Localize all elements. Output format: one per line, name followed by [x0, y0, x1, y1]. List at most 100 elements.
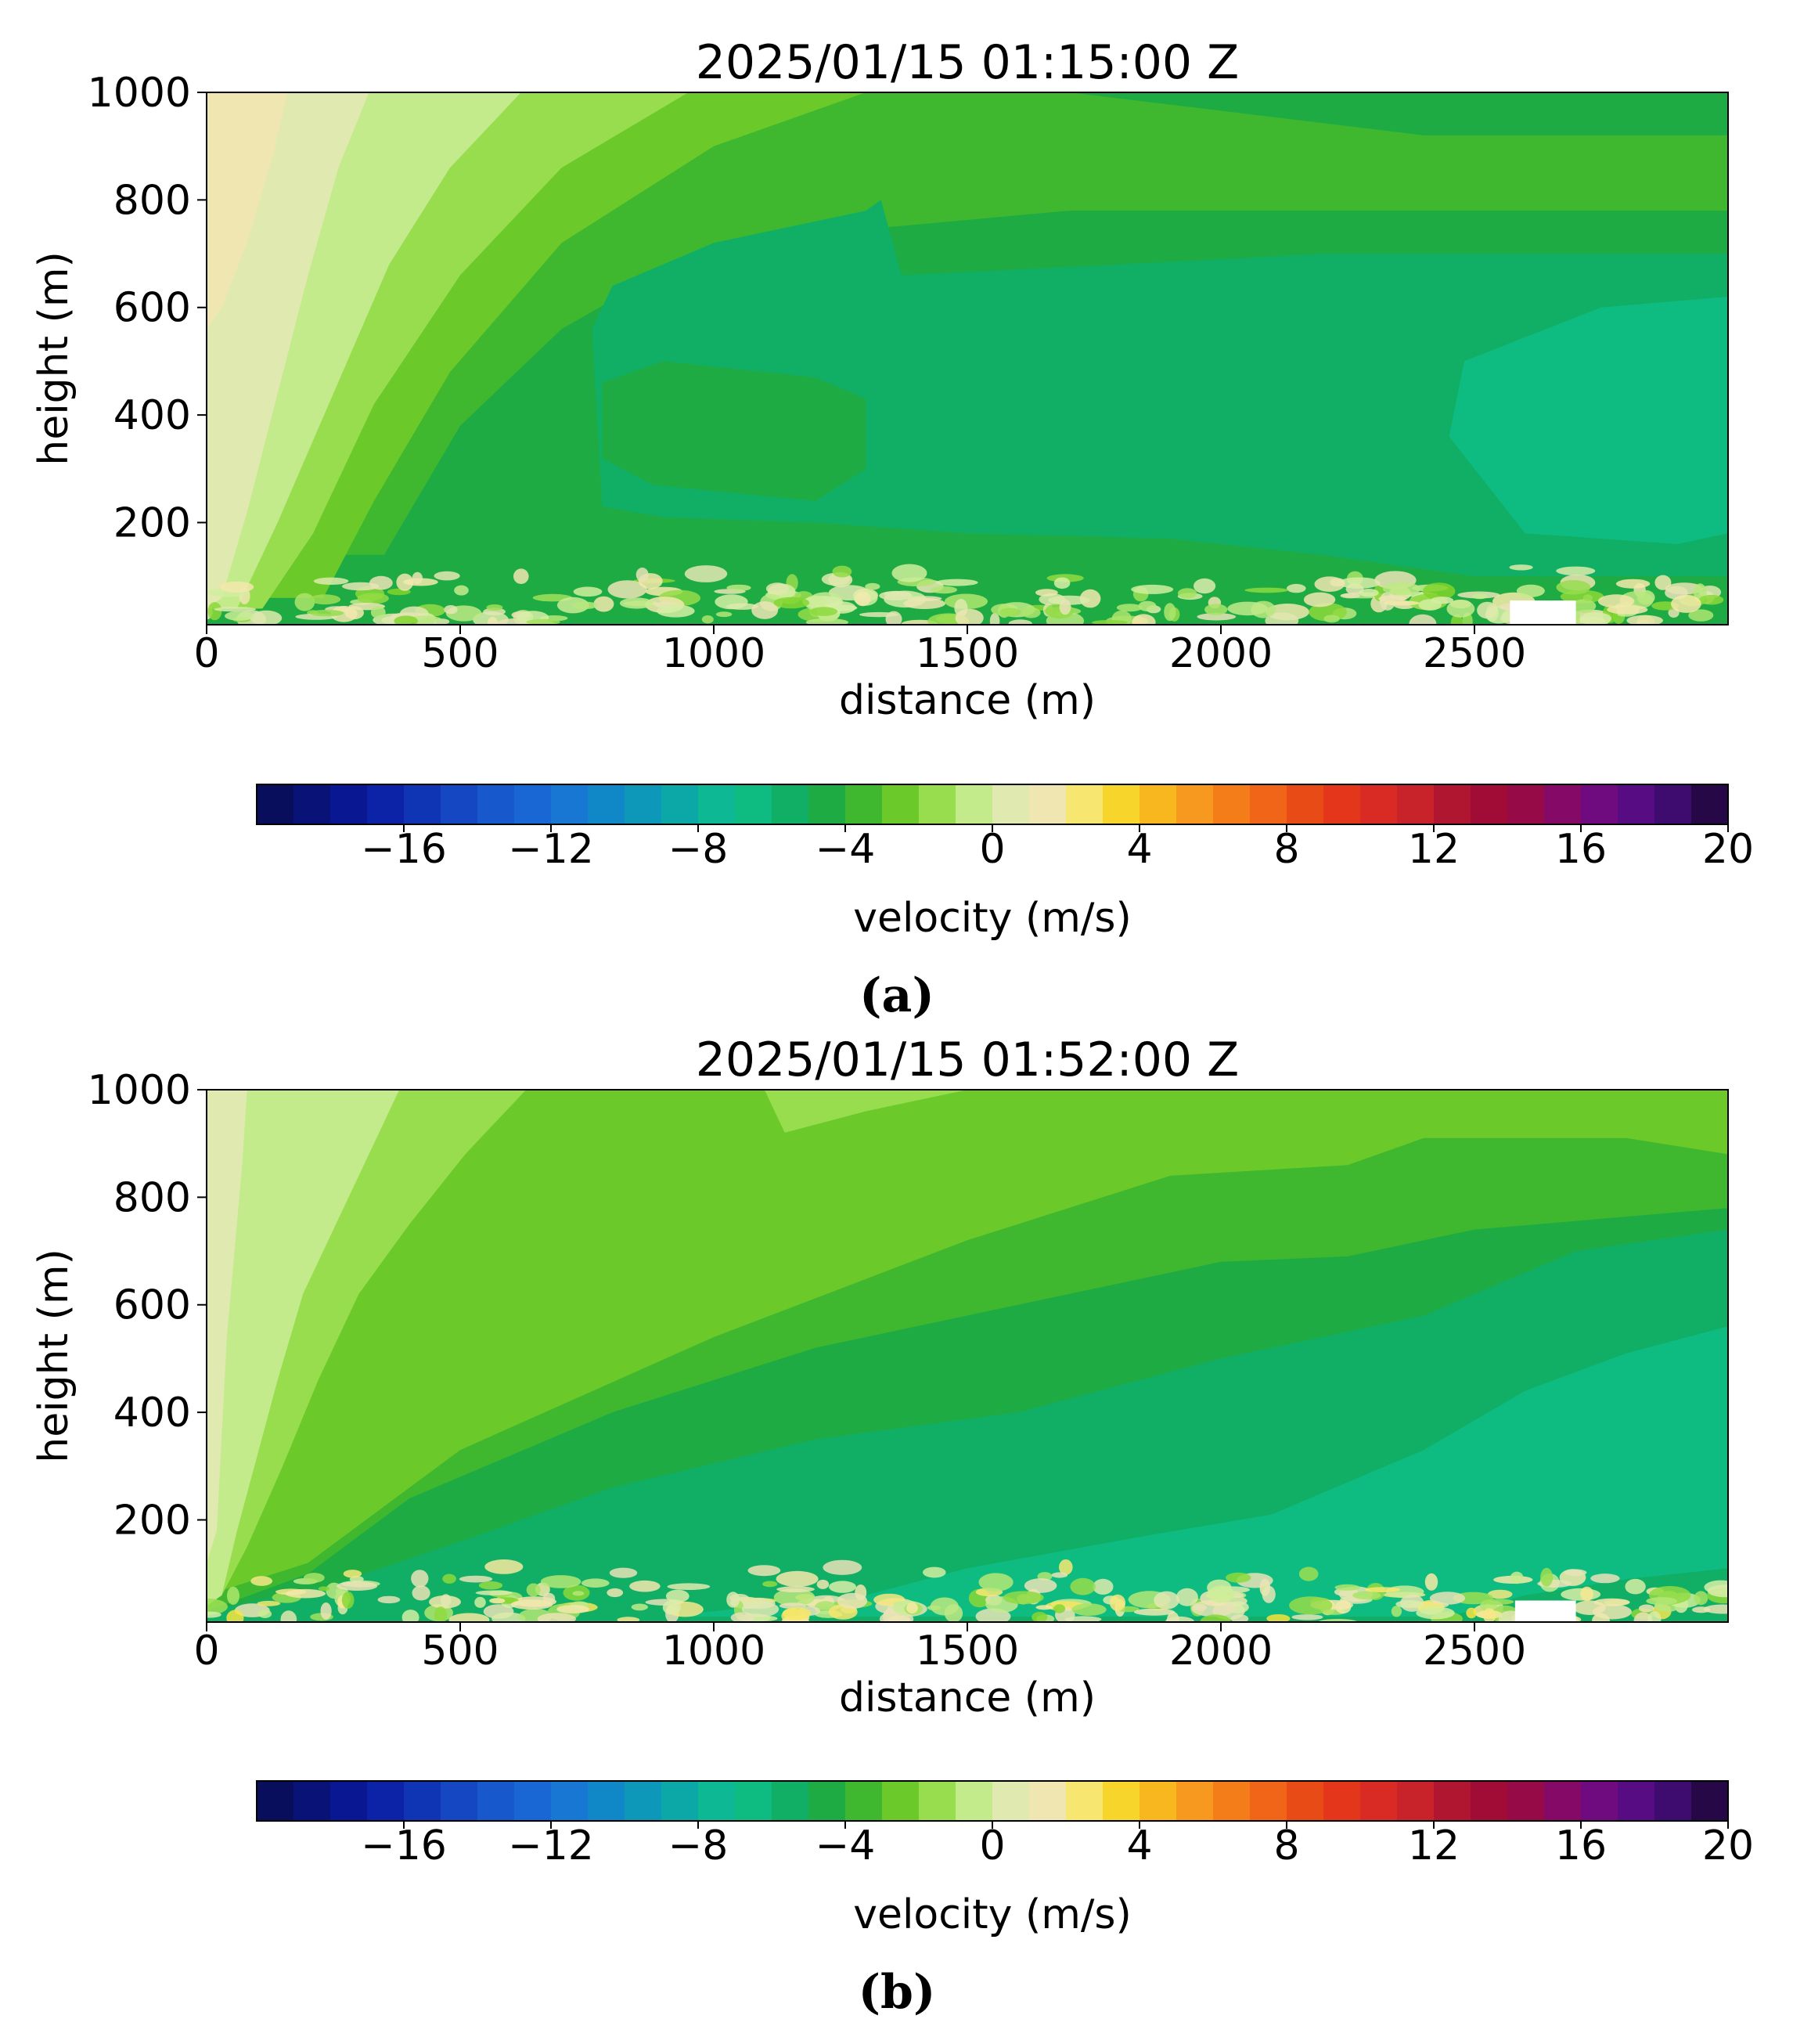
near-ground-patch	[1032, 1612, 1048, 1622]
near-ground-patch	[1647, 1611, 1662, 1622]
near-ground-patch	[489, 1598, 506, 1604]
x-axis-label: distance (m)	[839, 677, 1096, 724]
near-ground-patch	[571, 601, 598, 610]
near-ground-patch	[1053, 577, 1071, 589]
near-ground-patch	[1164, 603, 1176, 622]
colorbar-segment	[808, 784, 846, 824]
colorbar-segment	[257, 784, 294, 824]
near-ground-patch	[214, 607, 257, 612]
near-ground-patch	[1262, 1585, 1276, 1603]
near-ground-patch	[1579, 612, 1612, 625]
near-ground-patch	[1024, 1578, 1057, 1593]
panel-label: (b)	[859, 1965, 936, 2020]
colorbar-segment	[1323, 784, 1361, 824]
y-tick-label: 200	[113, 499, 191, 546]
near-ground-patch	[999, 607, 1021, 617]
near-ground-patch	[581, 1578, 610, 1588]
colorbar-segment	[1691, 784, 1729, 824]
colorbar-segment	[588, 784, 625, 824]
near-ground-patch	[1597, 594, 1635, 608]
near-ground-patch	[1391, 1606, 1402, 1617]
near-ground-patch	[207, 602, 222, 621]
colorbar-segment	[882, 1781, 920, 1821]
near-ground-patch	[442, 1574, 456, 1584]
near-ground-patch	[1059, 1559, 1073, 1575]
near-ground-patch	[1154, 1591, 1179, 1610]
near-ground-patch	[1477, 601, 1498, 619]
near-ground-patch	[369, 575, 393, 590]
y-tick-label: 1000	[88, 70, 191, 117]
near-ground-patch	[1131, 584, 1174, 594]
contour-region-island	[764, 1090, 967, 1133]
near-ground-patch	[944, 1604, 963, 1622]
colorbar-segment	[1103, 1781, 1140, 1821]
near-ground-patch	[1265, 612, 1299, 625]
near-ground-patch	[665, 1589, 689, 1603]
near-ground-patch	[377, 1595, 401, 1604]
near-ground-patch	[1671, 594, 1701, 613]
colorbar-segment	[293, 1781, 331, 1821]
near-ground-patch	[1116, 604, 1143, 612]
near-ground-patch	[617, 1617, 640, 1622]
contour-region-max-core	[1449, 297, 1728, 544]
near-ground-patch	[1416, 1606, 1455, 1620]
near-ground-patch	[526, 618, 560, 625]
near-ground-patch	[1008, 619, 1032, 625]
near-ground-patch	[1207, 1585, 1236, 1603]
near-ground-patch	[444, 605, 458, 615]
near-ground-patch	[491, 1612, 526, 1622]
near-ground-patch	[572, 1591, 585, 1596]
near-ground-patch	[635, 568, 649, 582]
colorbar-segment	[1471, 1781, 1508, 1821]
colorbar-tick-label: −4	[815, 826, 876, 873]
near-ground-patch	[357, 593, 389, 604]
near-ground-patch	[258, 1610, 272, 1619]
near-ground-patch	[219, 581, 254, 593]
colorbar-segment	[698, 1781, 736, 1821]
near-ground-patch	[1516, 584, 1545, 597]
near-ground-patch	[1194, 578, 1216, 594]
near-ground-patch	[1556, 580, 1591, 595]
near-ground-patch	[250, 1576, 273, 1586]
near-ground-patch	[370, 606, 386, 619]
colorbar-segment	[1434, 1781, 1471, 1821]
near-ground-patch	[434, 1606, 448, 1622]
near-ground-patch	[776, 1586, 815, 1592]
colorbar-segment	[735, 784, 772, 824]
colorbar-segment	[1029, 784, 1067, 824]
colorbar-segment	[1397, 784, 1435, 824]
near-ground-patch	[1571, 599, 1597, 613]
near-ground-patch	[1314, 576, 1345, 592]
near-ground-patch	[1418, 599, 1442, 611]
y-tick-label: 400	[113, 1390, 191, 1437]
y-tick-label: 1000	[88, 1067, 191, 1114]
near-ground-patch	[448, 1613, 490, 1622]
near-ground-patch	[1021, 607, 1041, 618]
colorbar-segment	[661, 1781, 699, 1821]
colorbar-segment	[1066, 1781, 1104, 1821]
colorbar-tick-label: 0	[979, 1822, 1005, 1869]
near-ground-patch	[1429, 1592, 1466, 1605]
near-ground-patch	[474, 1596, 486, 1608]
near-ground-patch	[486, 604, 503, 611]
colorbar-segment	[992, 784, 1030, 824]
near-ground-patch	[859, 611, 898, 618]
near-ground-patch	[226, 1610, 244, 1622]
near-ground-patch	[1625, 1578, 1646, 1595]
near-ground-patch	[747, 1615, 778, 1622]
near-ground-patch	[776, 1570, 819, 1587]
near-ground-patch	[701, 615, 714, 624]
near-ground-patch	[725, 603, 758, 610]
near-ground-patch	[1200, 1614, 1231, 1622]
near-ground-patch	[320, 1602, 332, 1620]
near-ground-patch	[1165, 1616, 1194, 1622]
contour-region-band-b	[207, 1090, 400, 1606]
near-ground-patch	[715, 611, 733, 618]
near-ground-patch	[936, 579, 978, 586]
near-ground-patch	[1323, 615, 1340, 623]
near-ground-patch	[1487, 1589, 1513, 1599]
colorbar-segment	[956, 784, 993, 824]
near-ground-patch	[1070, 1577, 1096, 1595]
near-ground-patch	[313, 577, 349, 585]
x-tick-label: 1000	[662, 1628, 765, 1674]
